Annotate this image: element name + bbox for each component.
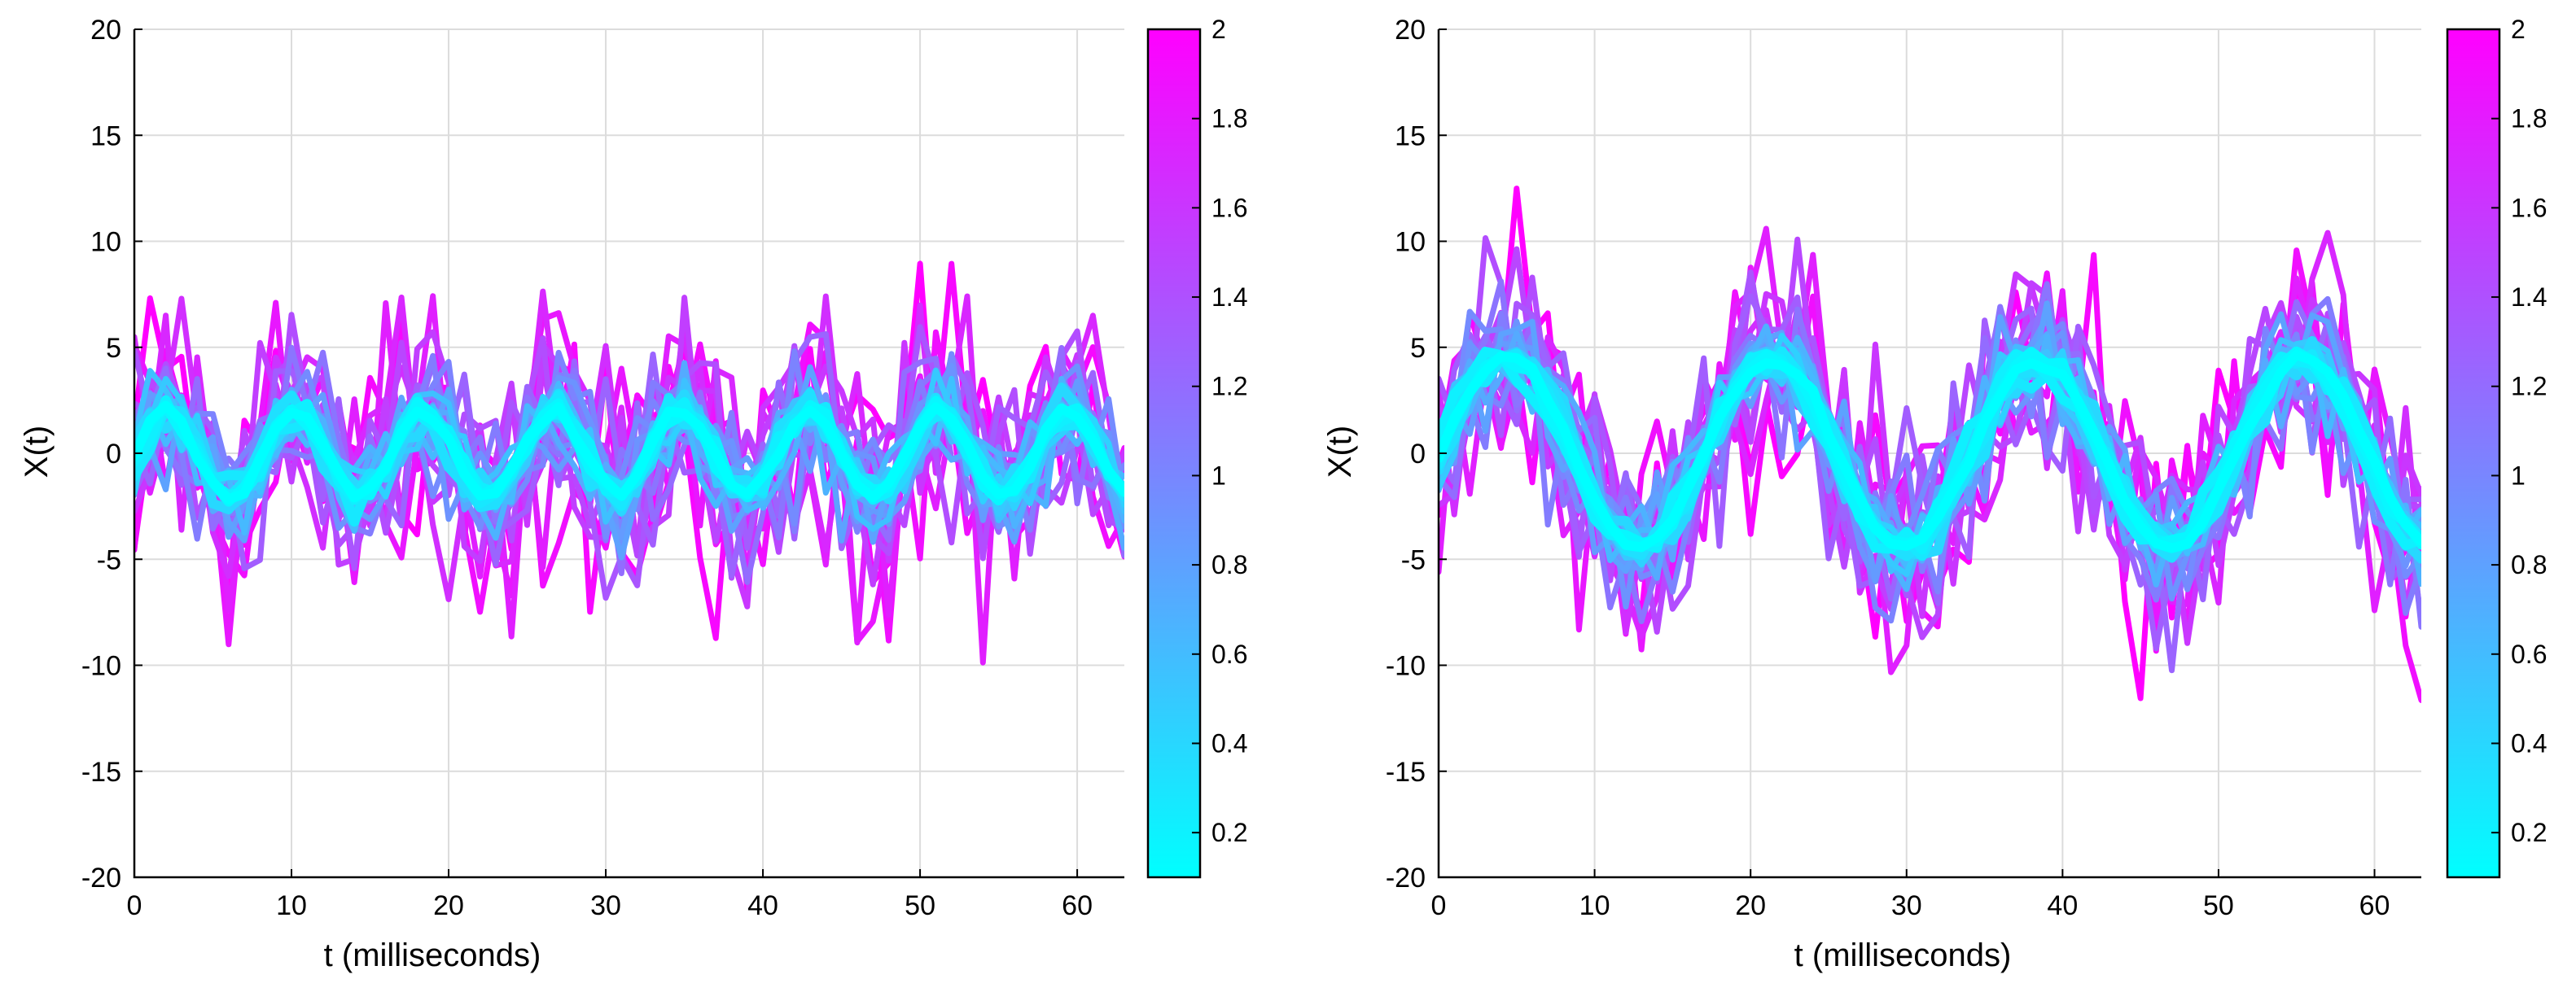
right-y-tick-label: 15 [1395,120,1426,151]
left-y-tick-label: 20 [90,15,121,46]
right-x-tick-label: 0 [1431,890,1447,921]
right-y-tick-label: -15 [1386,757,1426,788]
right-colorbar-tick-label: 0.8 [2511,550,2547,579]
left-x-tick-label: 30 [590,890,621,921]
left-y-axis-label: X(t) [19,426,55,478]
left-y-tick-label: -5 [97,544,121,575]
left-y-tick-label: -15 [81,757,121,788]
left-colorbar-tick-label: 1.2 [1211,372,1247,401]
left-y-tick-label: 0 [106,439,121,470]
left-x-tick-label: 60 [1062,890,1093,921]
left-y-tick-label: 15 [90,120,121,151]
left-y-tick-label: -20 [81,863,121,894]
right-colorbar-tick-label: 0.6 [2511,640,2547,669]
left-colorbar-tick-label: 1.4 [1211,282,1247,312]
left-x-axis-label: t (milliseconds) [324,937,541,973]
right-colorbar-tick-label: 1.8 [2511,104,2547,133]
left-y-tick-label: 5 [106,333,121,364]
right-colorbar-tick-label: 1 [2511,461,2526,490]
left-colorbar-tick-label: 0.4 [1211,728,1247,758]
right-x-axis-label: t (milliseconds) [1794,937,2012,973]
right-colorbar-tick-label: 0.2 [2511,818,2547,847]
right-x-tick-label: 40 [2047,890,2078,921]
right-traces [1439,186,2421,703]
left-colorbar-tick-label: 1 [1211,461,1226,490]
right-x-tick-label: 60 [2359,890,2390,921]
left-colorbar-tick-label: 1.6 [1211,193,1247,222]
right-y-tick-label: -10 [1386,651,1426,682]
right-y-tick-label: 20 [1395,15,1426,46]
right-colorbar-tick-label: 0.4 [2511,728,2547,758]
right-colorbar-tick-label: 1.2 [2511,372,2547,401]
right-y-axis-label: X(t) [1322,426,1358,478]
right-y-tick-label: -20 [1386,863,1426,894]
left-colorbar-tick-label: 1.8 [1211,104,1247,133]
left-x-tick-label: 0 [127,890,142,921]
left-x-tick-label: 20 [433,890,464,921]
left-traces [134,260,1124,666]
left-colorbar-tick-label: 0.6 [1211,640,1247,669]
left-trace-line [134,400,1124,505]
left-x-tick-label: 40 [747,890,778,921]
left-colorbar-tick-label: 2 [1211,15,1226,44]
right-colorbar-tick-label: 1.6 [2511,193,2547,222]
right-y-tick-label: 10 [1395,227,1426,258]
left-y-tick-label: -10 [81,651,121,682]
right-y-tick-label: 0 [1410,439,1426,470]
left-y-tick-label: 10 [90,227,121,258]
left-x-tick-label: 50 [905,890,935,921]
right-colorbar-tick-label: 2 [2511,15,2526,44]
right-y-tick-label: 5 [1410,333,1426,364]
right-colorbar [2446,28,2501,879]
right-x-tick-label: 10 [1579,890,1610,921]
right-panel: t (milliseconds) X(t) 0 10 20 30 40 50 60-20-1… [1322,15,2547,973]
left-colorbar-tick-label: 0.2 [1211,818,1247,847]
left-colorbar-tick-label: 0.8 [1211,550,1247,579]
right-x-tick-label: 20 [1735,890,1766,921]
right-y-tick-label: -5 [1401,544,1426,575]
left-x-tick-label: 10 [276,890,307,921]
right-trace-line [1439,349,2421,553]
right-x-tick-label: 50 [2203,890,2234,921]
left-panel: t (milliseconds) X(t) 0 10 20 30 40 50 60-20-1… [19,15,1247,973]
right-x-tick-label: 30 [1891,890,1922,921]
left-colorbar [1146,28,1202,879]
right-colorbar-tick-label: 1.4 [2511,282,2547,312]
